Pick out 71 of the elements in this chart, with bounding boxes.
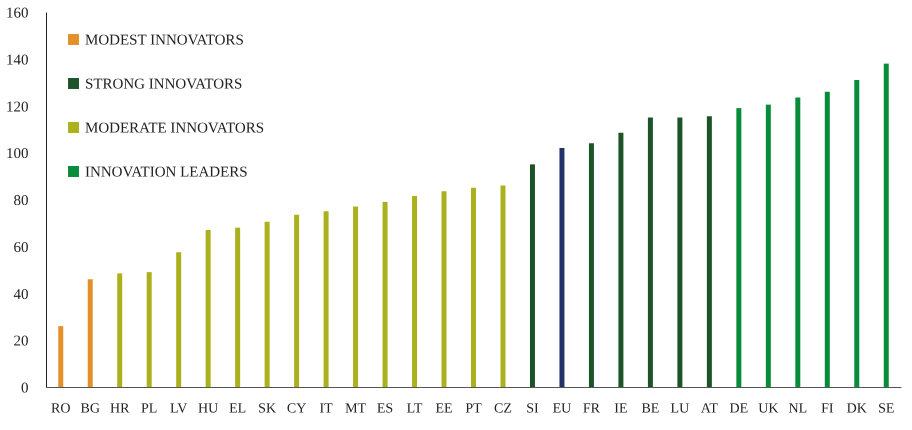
bar <box>795 98 800 387</box>
x-tick-label: LT <box>406 402 423 416</box>
x-tick-label: ES <box>376 402 394 416</box>
x-tick-label: IE <box>614 402 628 416</box>
bar <box>264 222 270 387</box>
x-tick-label: BE <box>641 402 660 416</box>
y-tick-label: 140 <box>6 52 28 68</box>
bar <box>824 92 830 387</box>
x-tick-label: RO <box>51 402 70 416</box>
bar <box>500 185 506 387</box>
legend-label: MODERATE INNOVATORS <box>85 120 264 136</box>
x-tick-label: SK <box>258 402 276 416</box>
y-tick-label: 60 <box>14 240 28 256</box>
bar <box>235 228 240 387</box>
bar <box>471 188 476 387</box>
y-tick-label: 0 <box>21 380 28 396</box>
x-tick-label: EU <box>552 402 572 416</box>
bar <box>324 211 329 387</box>
legend-label: INNOVATION LEADERS <box>85 164 248 180</box>
x-tick-label: FI <box>821 402 834 416</box>
bar <box>58 326 64 387</box>
bar <box>559 148 564 387</box>
x-tick-label: FR <box>582 402 601 416</box>
bar <box>88 279 93 387</box>
y-tick-label: 160 <box>6 6 28 22</box>
x-tick-label: DE <box>730 402 748 416</box>
x-tick-label: HU <box>198 402 218 416</box>
x-tick-label: UK <box>758 402 778 416</box>
y-tick-label: 100 <box>6 146 28 162</box>
x-tick-label: LU <box>670 402 690 416</box>
bar <box>117 273 122 387</box>
x-tick-label: CZ <box>494 402 512 416</box>
y-tick-label: 80 <box>14 193 28 209</box>
bar <box>530 164 535 387</box>
bar <box>294 214 300 387</box>
x-tick-label: SE <box>878 402 894 416</box>
x-tick-label: LV <box>170 402 188 416</box>
legend-label: MODEST INNOVATORS <box>85 32 244 48</box>
bar <box>618 132 624 387</box>
legend-label: STRONG INNOVATORS <box>85 76 242 92</box>
bar <box>588 143 594 387</box>
x-tick-label: PT <box>465 402 482 416</box>
x-tick-label: EL <box>229 402 246 416</box>
bar <box>677 117 682 387</box>
x-tick-label: NL <box>788 402 808 416</box>
bar <box>854 80 860 387</box>
x-tick-label: AT <box>700 402 718 416</box>
bar <box>206 230 211 387</box>
x-tick-label: IT <box>319 402 334 416</box>
bar <box>706 116 712 387</box>
bar <box>442 191 447 387</box>
x-tick-label: CY <box>286 402 306 416</box>
y-tick-label: 120 <box>6 99 28 116</box>
bar <box>382 202 388 387</box>
bar <box>353 206 358 387</box>
bar <box>766 104 771 387</box>
x-tick-label: SI <box>526 402 540 416</box>
x-tick-label: DK <box>846 402 867 416</box>
x-tick-label: HR <box>110 402 130 416</box>
x-tick-label: EE <box>435 402 453 416</box>
x-tick-label: PL <box>141 402 158 416</box>
bar <box>176 252 182 387</box>
y-tick-label: 40 <box>14 286 28 303</box>
bar <box>648 117 653 387</box>
x-tick-label: BG <box>80 402 100 416</box>
x-tick-label: MT <box>345 402 367 416</box>
bar <box>884 64 889 387</box>
bar <box>736 108 742 387</box>
y-tick-label: 20 <box>14 334 28 350</box>
bar <box>146 272 152 387</box>
bar <box>412 196 418 387</box>
